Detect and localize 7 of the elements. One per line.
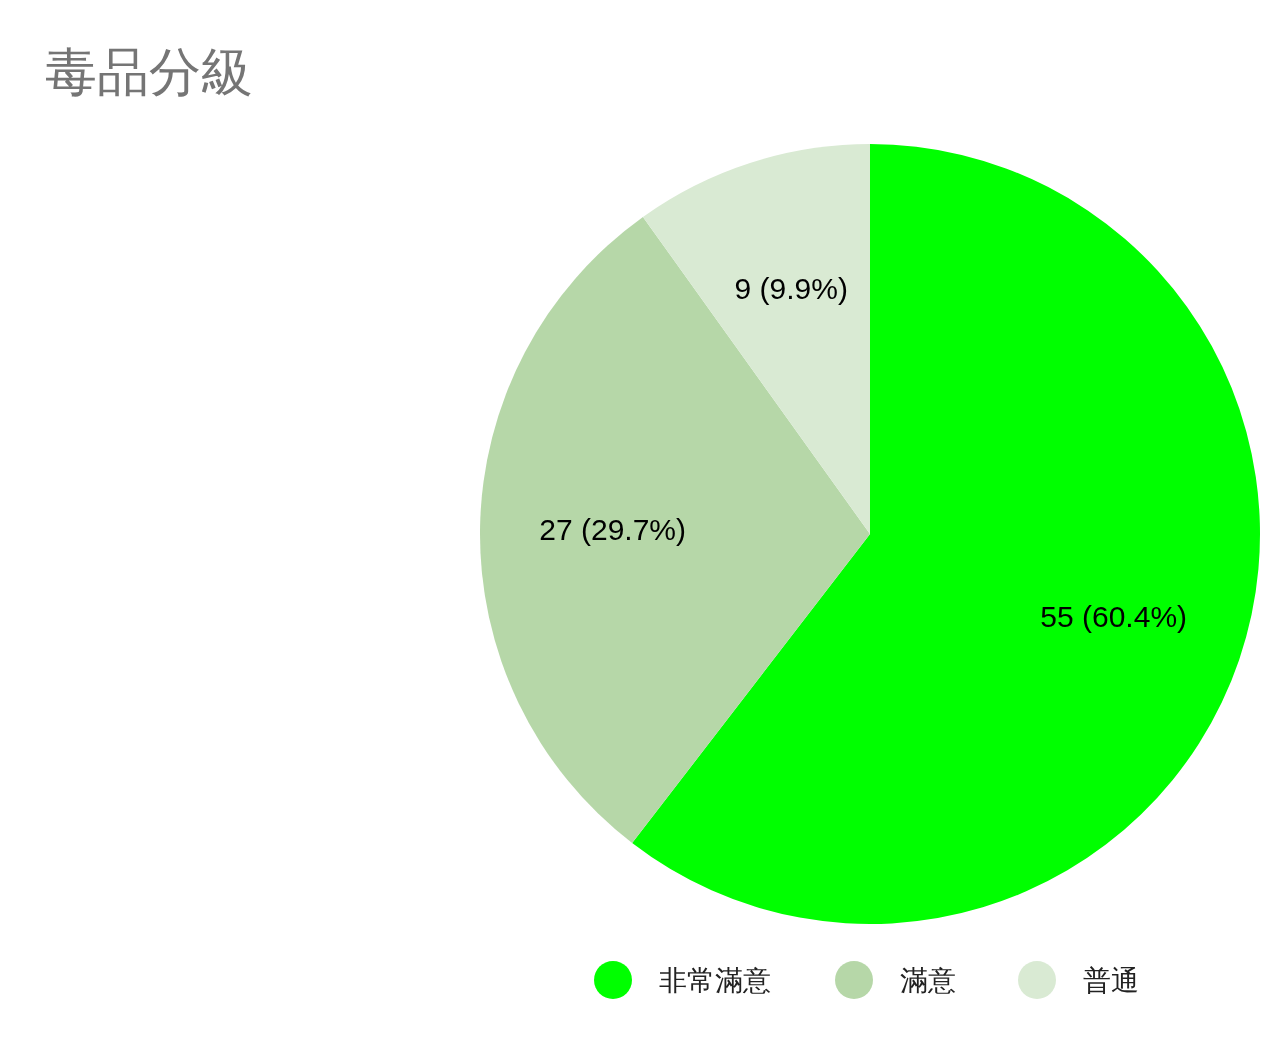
- data-label: 9 (9.9%): [734, 271, 848, 305]
- legend-label: 普通: [1083, 965, 1139, 996]
- legend-label: 非常滿意: [659, 965, 771, 996]
- data-label: 55 (60.4%): [1040, 599, 1188, 633]
- data-label: 27 (29.7%): [539, 512, 687, 546]
- title: 毒品分級: [45, 43, 253, 101]
- legend-label: 滿意: [900, 965, 956, 996]
